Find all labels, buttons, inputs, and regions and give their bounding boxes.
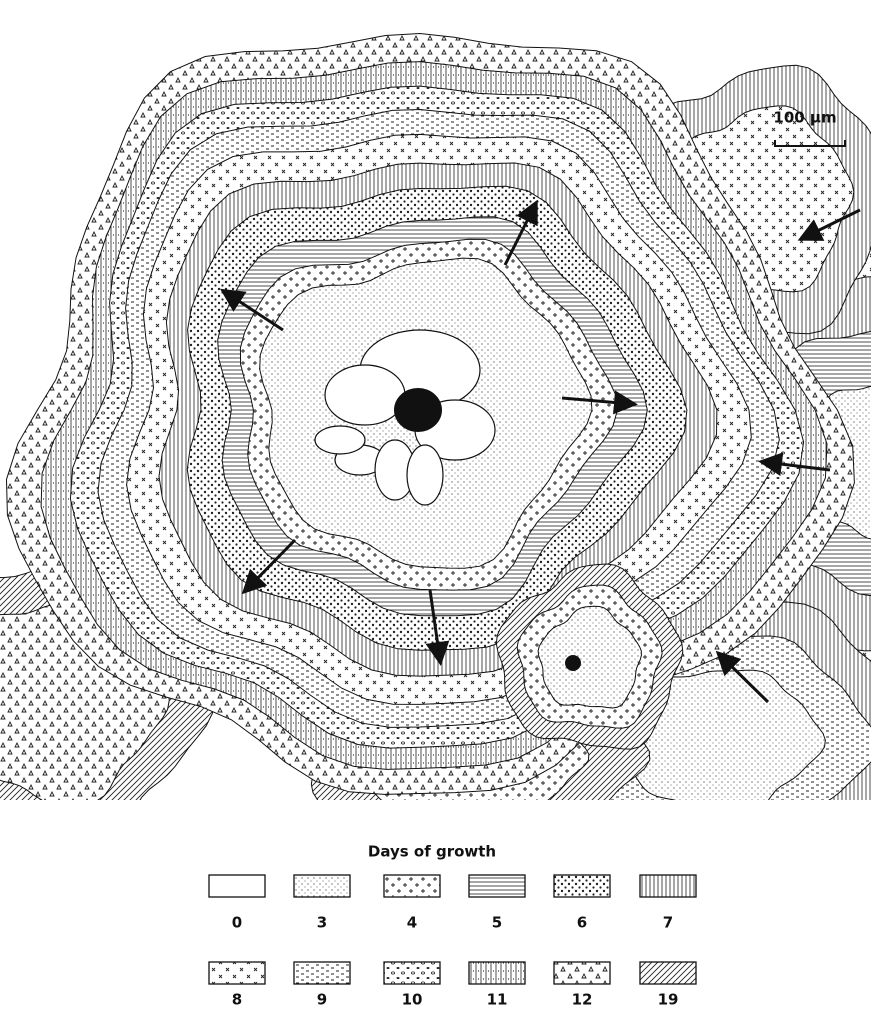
legend-label: 10: [402, 991, 423, 1009]
legend-label: 4: [407, 914, 417, 932]
legend-swatch: [553, 961, 611, 985]
legend-label: 5: [492, 914, 502, 932]
arrow: [758, 452, 831, 477]
legend-title: Days of growth: [368, 843, 496, 861]
legend-swatch: [293, 961, 351, 985]
legend-swatch: [468, 961, 526, 985]
legend-swatch: [208, 961, 266, 985]
legend-swatch: [639, 961, 697, 985]
legend: 0 3 4 5 6 7 8 9 10 11 12 19: [208, 874, 697, 1009]
legend-label: 7: [663, 914, 673, 932]
legend-swatch: [553, 874, 611, 898]
legend-swatch: [383, 874, 441, 898]
arrow: [561, 390, 638, 415]
arrow: [503, 199, 538, 266]
legend-swatch: [383, 961, 441, 985]
legend-swatch: [639, 874, 697, 898]
legend-label: 6: [577, 914, 587, 932]
legend-swatch: [208, 874, 266, 898]
petal: [324, 364, 406, 426]
arrow: [241, 538, 297, 595]
nucleus: [565, 655, 581, 671]
scale-bar-label: 100 µm: [773, 109, 836, 127]
scale-bar: [774, 140, 846, 147]
grain-drawing: [0, 32, 871, 800]
legend-label: 11: [487, 991, 508, 1009]
legend-label: 0: [232, 914, 242, 932]
petal: [314, 425, 366, 455]
petal: [406, 444, 444, 506]
legend-swatch: [293, 874, 351, 898]
arrow: [219, 288, 284, 332]
legend-label: 8: [232, 991, 242, 1009]
legend-label: 9: [317, 991, 327, 1009]
nucleus: [394, 388, 442, 432]
legend-label: 19: [658, 991, 679, 1009]
arrow: [715, 650, 770, 704]
arrow: [797, 208, 861, 241]
legend-swatch: [468, 874, 526, 898]
arrow: [425, 589, 450, 666]
legend-label: 3: [317, 914, 327, 932]
growth-zone: [537, 605, 642, 709]
legend-label: 12: [572, 991, 593, 1009]
growth-arrows: [219, 199, 861, 704]
